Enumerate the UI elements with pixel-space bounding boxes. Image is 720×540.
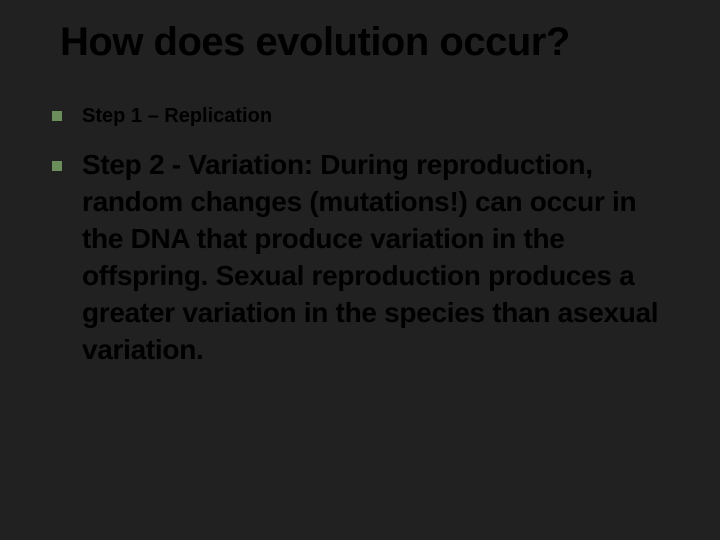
square-bullet-icon [52, 161, 62, 171]
bullet-text: Step 2 - Variation: During reproduction,… [82, 147, 680, 369]
square-bullet-icon [52, 111, 62, 121]
slide-title: How does evolution occur? [60, 20, 680, 65]
bullet-text: Step 1 – Replication [82, 103, 272, 129]
bullet-item: Step 1 – Replication [52, 103, 680, 129]
bullet-item: Step 2 - Variation: During reproduction,… [52, 147, 680, 369]
bullet-list: Step 1 – Replication Step 2 - Variation:… [40, 103, 680, 369]
